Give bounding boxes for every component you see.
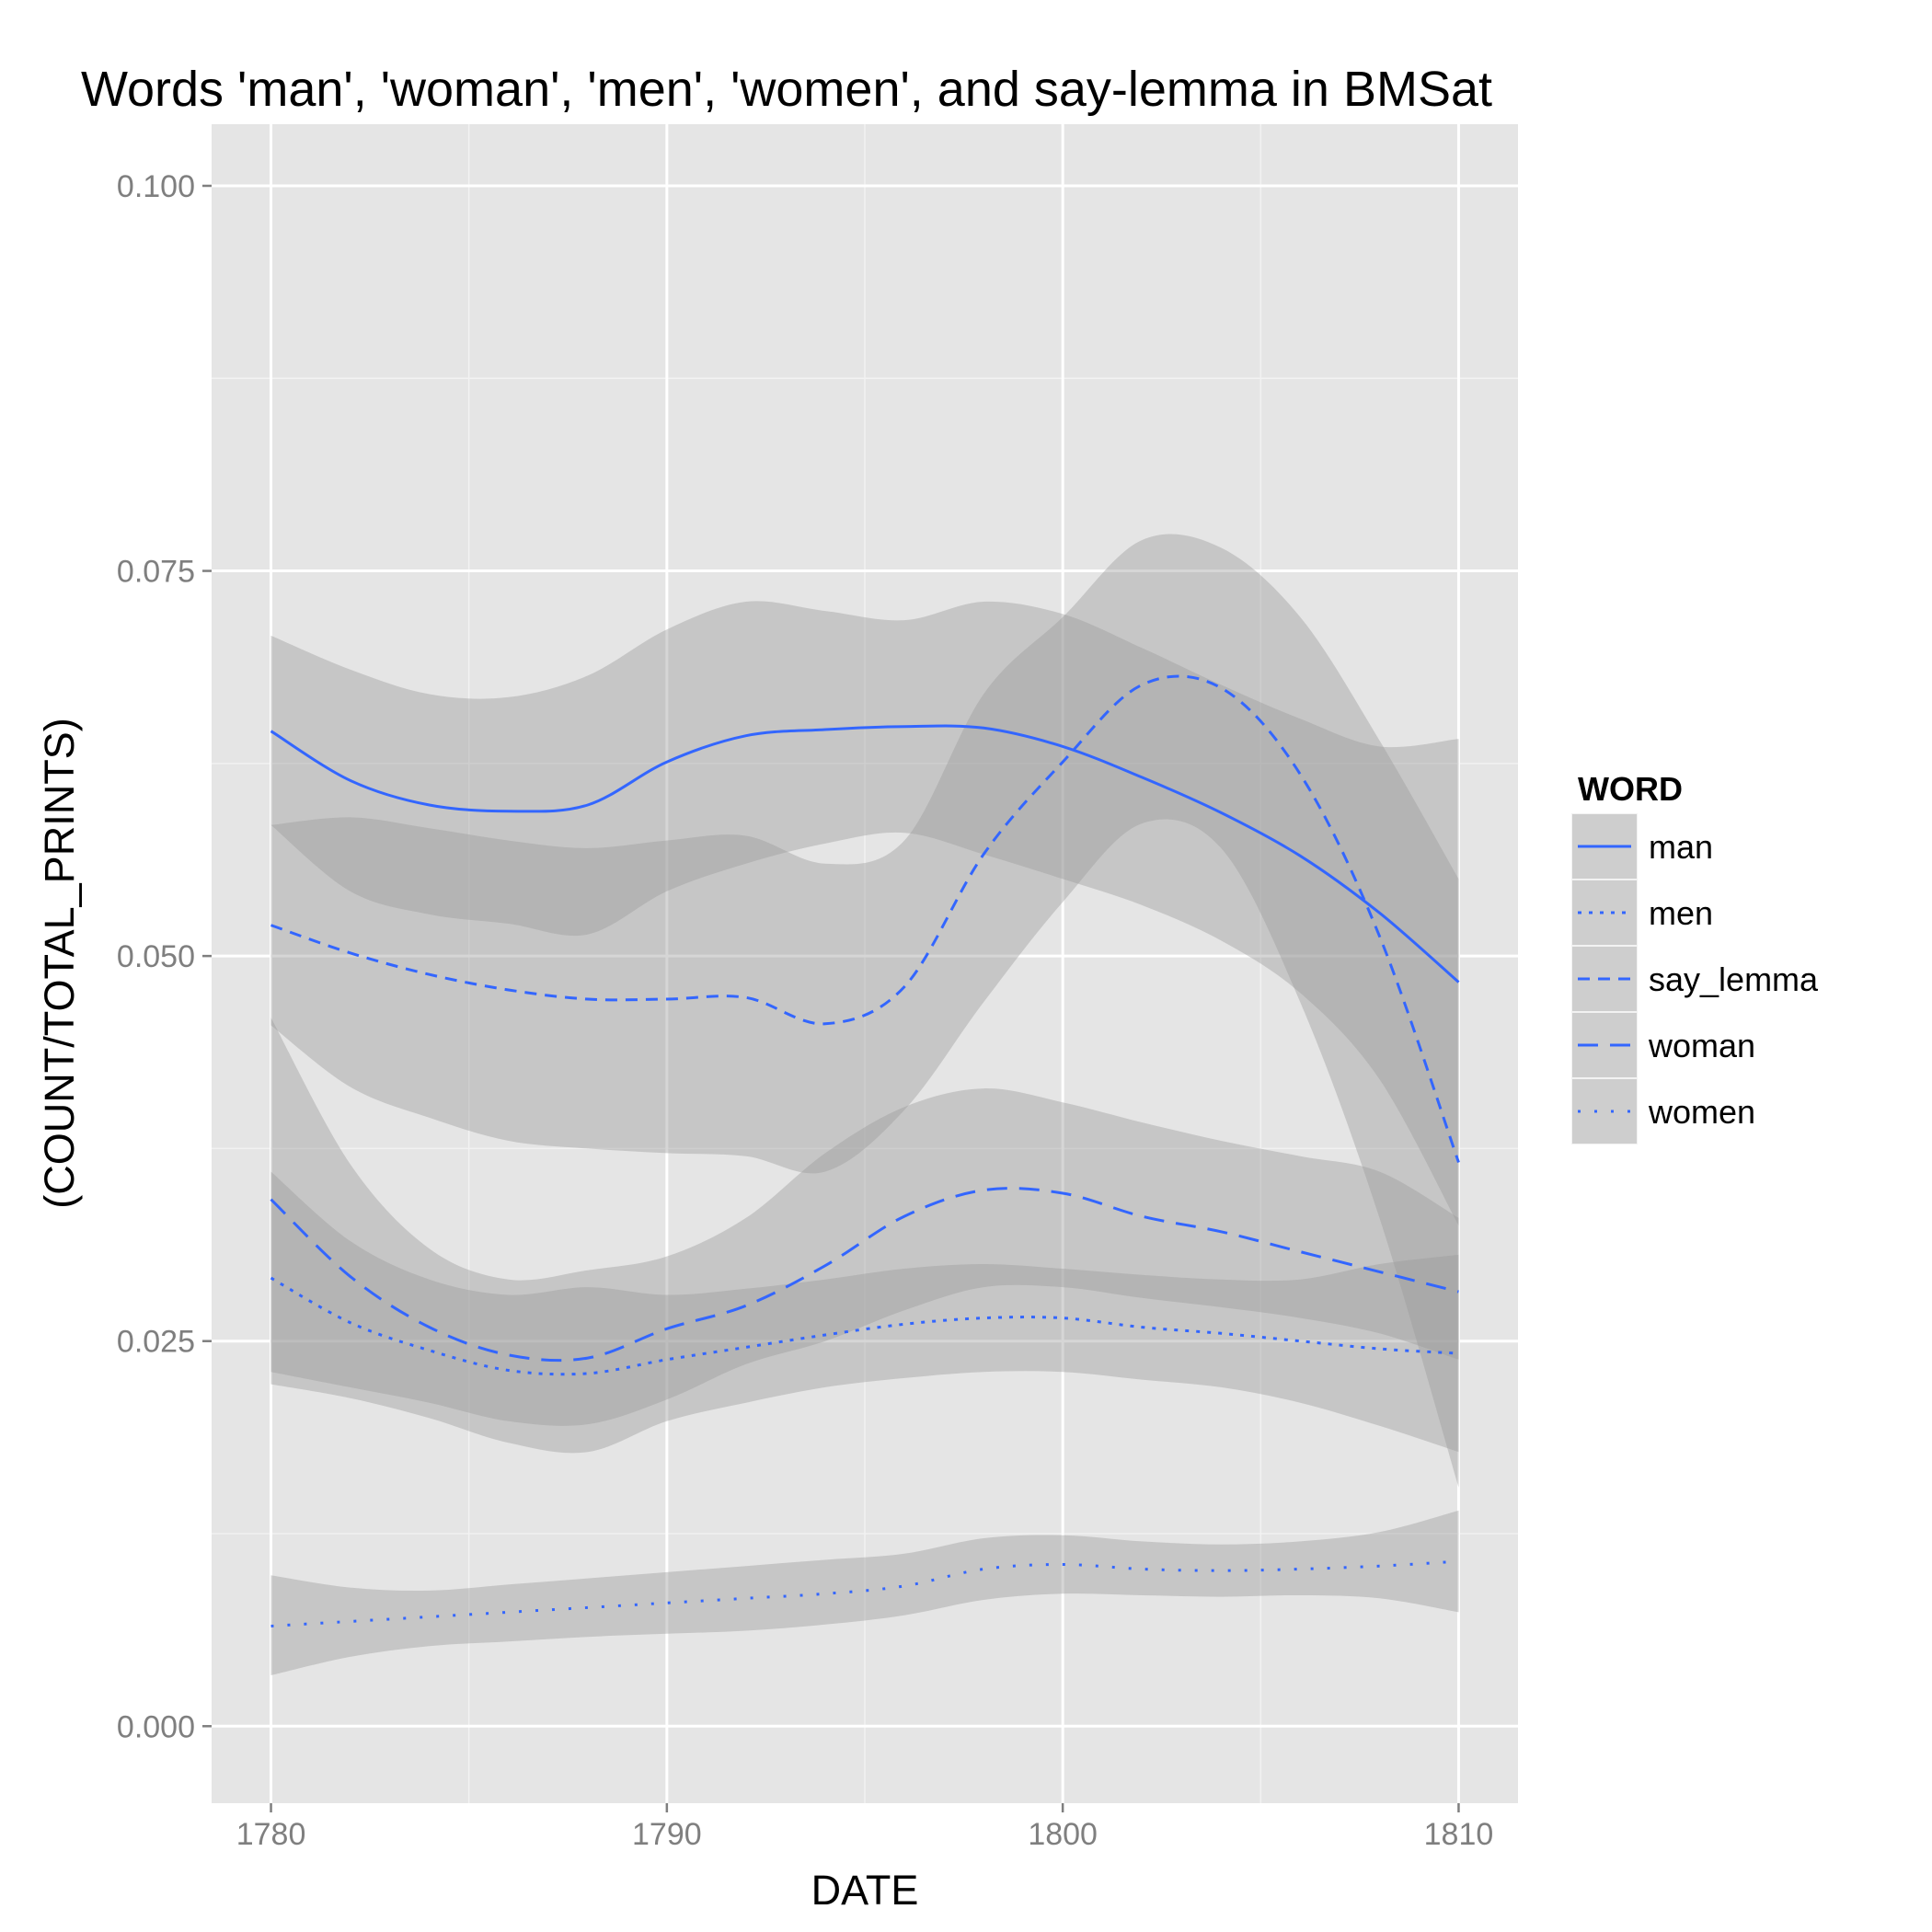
legend-key-band (1572, 1079, 1637, 1144)
line-woman (270, 1187, 1459, 1363)
y-tick-label: 0.075 (117, 555, 195, 590)
x-tick-label: 1810 (1424, 1817, 1494, 1852)
legend-label-men: men (1649, 894, 1713, 932)
legend-label-woman: woman (1648, 1027, 1755, 1064)
minor-gridlines (212, 124, 1518, 1803)
confidence-bands (270, 534, 1459, 1675)
major-gridlines (212, 124, 1518, 1803)
x-tick-label: 1790 (632, 1817, 702, 1852)
x-tick-label: 1780 (236, 1817, 306, 1852)
band-woman (270, 1018, 1459, 1426)
line-man (270, 724, 1460, 983)
y-tick-label: 0.100 (117, 169, 195, 204)
band-women (270, 1510, 1459, 1675)
y-tick-label: 0.000 (117, 1709, 195, 1744)
legend-label-man: man (1649, 828, 1713, 866)
x-axis-title: DATE (811, 1867, 919, 1914)
x-tick-label: 1800 (1028, 1817, 1098, 1852)
axis-ticks: 1780 1790 1800 1810 0.000 0.025 0.050 0.075 0.10… (117, 169, 1493, 1852)
legend-key-box (1571, 1078, 1638, 1144)
legend-label-say_lemma: say_lemma (1649, 960, 1819, 998)
line-say_lemma (270, 674, 1460, 1163)
legend-key-box (1571, 880, 1638, 946)
band-men (270, 1171, 1459, 1454)
chart-title: Words 'man', 'woman', 'men', 'women', an… (81, 62, 1492, 117)
band-man (270, 601, 1459, 1226)
legend-label-women: women (1648, 1093, 1755, 1131)
legend-title: WORD (1578, 770, 1683, 808)
y-axis-title: (COUNT/TOTAL_PRINTS) (36, 718, 83, 1208)
series-lines (270, 674, 1460, 1627)
legend-key-band (1572, 880, 1637, 945)
band-say_lemma (270, 534, 1459, 1488)
y-tick-label: 0.025 (117, 1325, 195, 1360)
y-tick-label: 0.050 (117, 939, 195, 974)
